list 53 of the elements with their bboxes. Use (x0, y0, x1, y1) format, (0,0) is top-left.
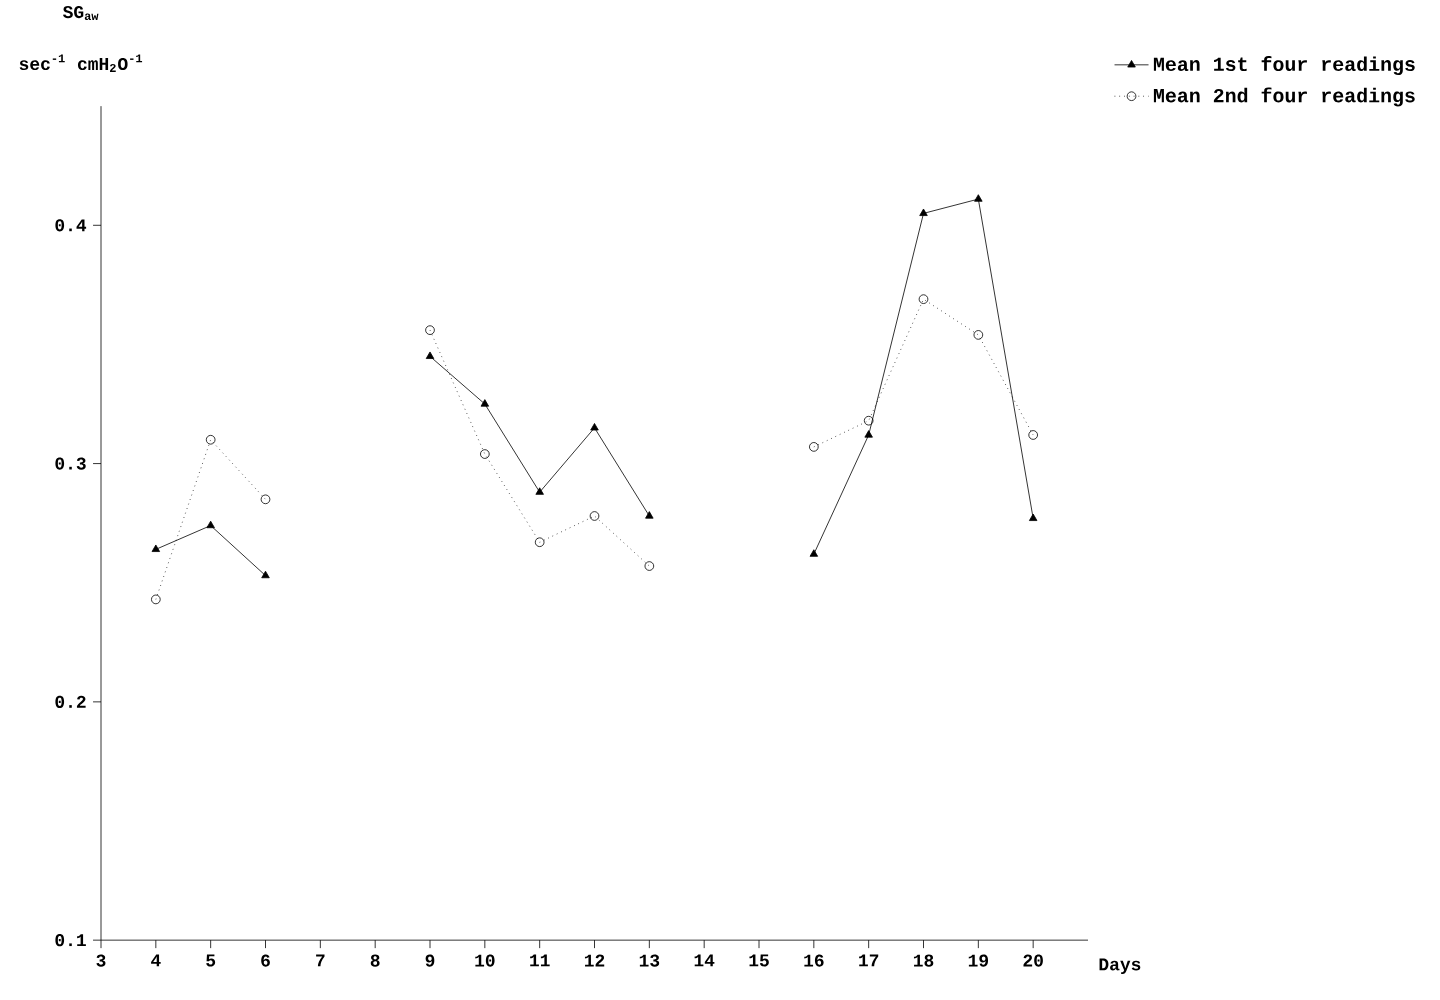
x-tick-label: 5 (206, 954, 216, 967)
point (480, 399, 490, 407)
x-tick-label: 16 (804, 954, 824, 967)
x-tick-label: 9 (425, 954, 435, 967)
x-tick-label: 10 (475, 954, 495, 967)
point (206, 520, 215, 529)
x-tick-label: 20 (1023, 954, 1043, 967)
x-tick-label: 7 (316, 954, 325, 967)
point (644, 561, 655, 571)
point (864, 430, 873, 438)
point (809, 549, 819, 557)
point (534, 537, 545, 547)
legend-label: Mean 1st four readings (1153, 56, 1415, 75)
x-tick-label: 18 (913, 954, 934, 967)
y-tick-label: 0.1 (55, 933, 86, 947)
y-axis-title: SG$_{aw}$ (62, 5, 99, 20)
x-tick-label: 14 (694, 954, 715, 967)
legend-label: Mean 2nd four readings (1153, 87, 1415, 107)
point (645, 511, 654, 519)
y-tick-label: 0.2 (55, 695, 86, 708)
y-tick-label: 0.4 (55, 219, 87, 232)
point (425, 325, 435, 335)
point (918, 294, 929, 304)
point (151, 544, 161, 552)
x-tick-label: 3 (96, 954, 106, 967)
x-tick-label: 6 (261, 954, 270, 967)
x-tick-label: 13 (639, 954, 660, 967)
point (205, 434, 216, 445)
x-tick-label: 12 (584, 954, 605, 967)
point (863, 415, 874, 426)
x-tick-label: 19 (968, 954, 989, 967)
text: sec$^{-1}$ cmH$_{2}$O$^{-1}$ (19, 54, 143, 72)
x-tick-label: 11 (530, 954, 550, 967)
point (919, 208, 928, 216)
point (590, 422, 599, 431)
point (480, 449, 490, 459)
point (260, 494, 271, 505)
x-axis-title: Days (1099, 958, 1141, 974)
x-tick-label: 17 (859, 954, 879, 967)
point (589, 511, 600, 521)
point (151, 594, 161, 605)
y-tick-label: 0.3 (55, 457, 86, 470)
point (974, 194, 983, 202)
point (809, 442, 819, 452)
point (973, 330, 984, 340)
point (1028, 513, 1038, 521)
point (1028, 430, 1038, 440)
x-tick-label: 8 (370, 954, 380, 967)
x-tick-label: 4 (151, 954, 161, 967)
point (425, 351, 435, 359)
point (261, 570, 270, 579)
x-tick-label: 15 (749, 954, 769, 967)
point (535, 487, 544, 495)
